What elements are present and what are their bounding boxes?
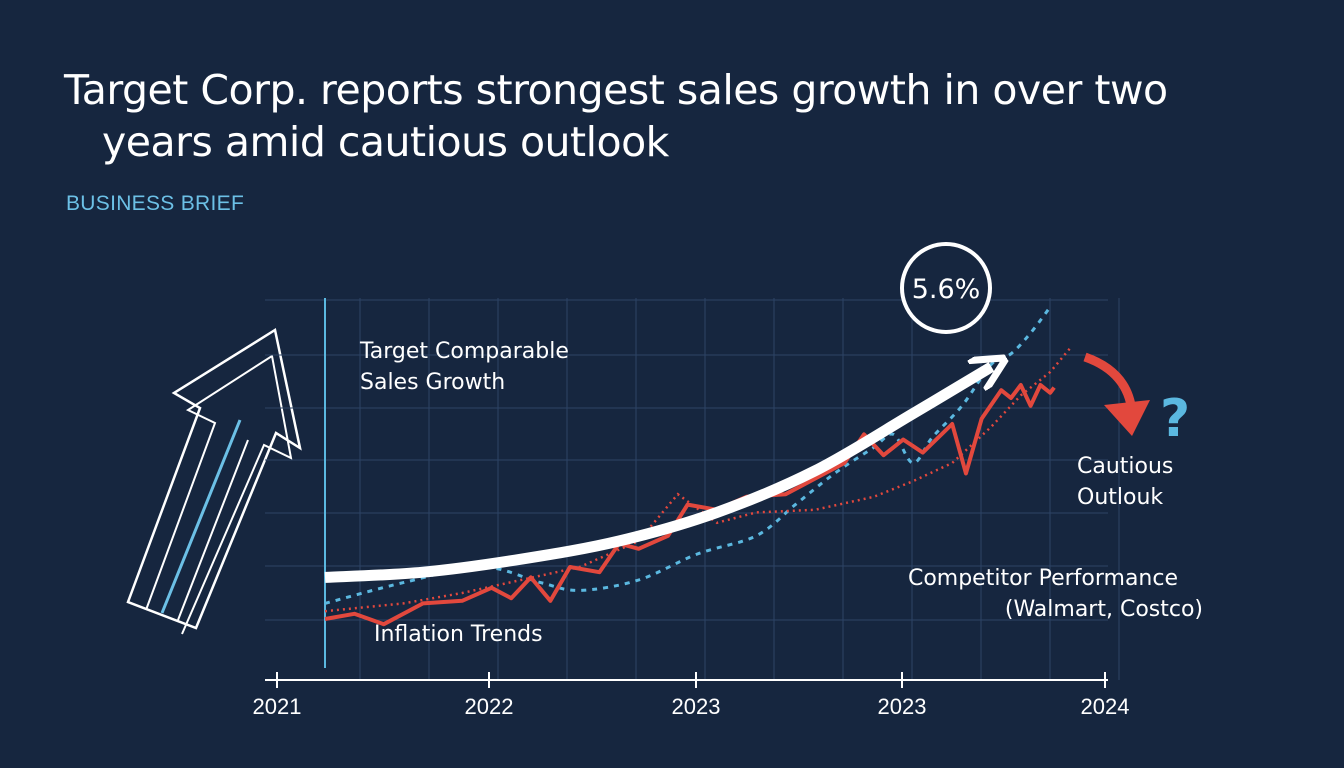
outlook-down-arrow-icon bbox=[1083, 352, 1150, 436]
x-tick-label: 2021 bbox=[253, 694, 302, 719]
decorative-up-arrows-icon bbox=[126, 327, 302, 635]
outlook-label-line-2: Outlouk bbox=[1077, 485, 1163, 510]
outlook-label: Cautious Outlouk bbox=[1077, 454, 1173, 510]
growth-trend-arrow bbox=[324, 367, 991, 583]
chart-grid bbox=[265, 298, 1120, 680]
target-series-label: Target Comparable Sales Growth bbox=[359, 339, 569, 395]
x-tick-label: 2023 bbox=[878, 694, 927, 719]
competitor-label: Competitor Performance (Walmart, Costco) bbox=[908, 566, 1203, 622]
competitor-dotted-series-line bbox=[324, 347, 1071, 613]
x-axis-ticks: 2021 2022 2023 2023 2024 bbox=[253, 672, 1130, 719]
competitor-label-line-2: (Walmart, Costco) bbox=[1005, 597, 1203, 622]
competitor-label-line-1: Competitor Performance bbox=[908, 566, 1178, 591]
title-line-1: Target Corp. reports strongest sales gro… bbox=[64, 66, 1168, 114]
x-tick-label: 2024 bbox=[1081, 694, 1130, 719]
target-label-line-1: Target Comparable bbox=[359, 339, 569, 364]
title-line-2: years amid cautious outlook bbox=[102, 118, 669, 166]
peak-value-callout: 5.6% bbox=[900, 242, 992, 334]
callout-value: 5.6% bbox=[912, 274, 981, 305]
inflation-label: Inflation Trends bbox=[374, 622, 543, 647]
section-kicker: BUSINESS BRIEF bbox=[66, 192, 245, 215]
x-tick-label: 2022 bbox=[465, 694, 514, 719]
x-tick-label: 2023 bbox=[672, 694, 721, 719]
outlook-label-line-1: Cautious bbox=[1077, 454, 1173, 479]
callout-circle bbox=[900, 242, 992, 334]
page-title: Target Corp. reports strongest sales gro… bbox=[64, 64, 1264, 168]
question-mark-icon: ? bbox=[1160, 389, 1190, 449]
target-label-line-2: Sales Growth bbox=[360, 370, 505, 395]
